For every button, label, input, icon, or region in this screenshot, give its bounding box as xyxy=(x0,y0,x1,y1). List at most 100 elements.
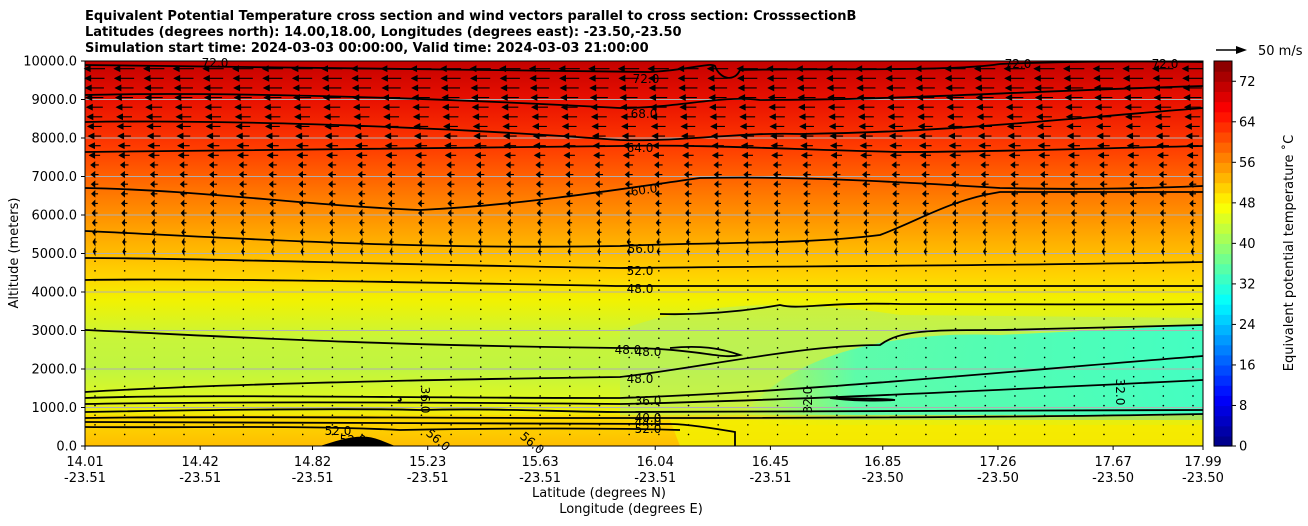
wind-vector xyxy=(183,337,185,340)
wind-vector xyxy=(569,308,571,311)
wind-vector xyxy=(709,113,726,121)
wind-vector xyxy=(658,279,660,282)
wind-vector xyxy=(357,180,366,188)
wind-vector xyxy=(565,170,574,179)
colorbar-tick-label: 64 xyxy=(1239,115,1256,130)
wind-vector xyxy=(389,246,394,257)
wind-vector xyxy=(509,385,512,388)
wind-vector xyxy=(707,74,728,82)
wind-vector xyxy=(1158,170,1167,179)
wind-vector xyxy=(655,218,662,227)
wind-vector xyxy=(862,170,871,179)
wind-vector xyxy=(1043,395,1046,397)
wind-vector xyxy=(1103,404,1105,407)
wind-vector xyxy=(361,279,363,282)
wind-vector xyxy=(479,424,482,426)
colorbar-level xyxy=(1214,334,1232,346)
wind-vector xyxy=(242,318,245,320)
wind-vector xyxy=(984,289,987,291)
wind-vector xyxy=(539,356,541,359)
wind-vector xyxy=(361,366,363,368)
wind-vector xyxy=(331,327,334,330)
wind-vector xyxy=(865,337,868,340)
wind-vector xyxy=(745,228,750,237)
wind-vector xyxy=(981,199,989,208)
wind-vector xyxy=(272,424,274,426)
wind-vector xyxy=(382,103,400,111)
wind-vector xyxy=(591,132,606,140)
chart-title-line-2: Latitudes (degrees north): 14.00,18.00, … xyxy=(85,25,682,40)
wind-vector xyxy=(180,209,187,218)
wind-vector xyxy=(1100,218,1107,227)
wind-vector xyxy=(1039,161,1049,169)
wind-vector xyxy=(948,132,962,140)
wind-vector xyxy=(1103,270,1105,272)
wind-vector xyxy=(921,189,929,198)
wind-vector xyxy=(596,218,602,227)
colorbar-level xyxy=(1214,385,1232,396)
wind-vector xyxy=(420,366,423,368)
x-tick-label-lat: 14.42 xyxy=(182,455,219,470)
wind-vector xyxy=(183,424,185,426)
chart-title-line-1: Equivalent Potential Temperature cross s… xyxy=(85,9,857,24)
wind-vector xyxy=(682,151,694,159)
wind-vector xyxy=(923,228,928,237)
wind-vector xyxy=(865,289,868,291)
y-tick-label: 0.0 xyxy=(56,440,77,455)
wind-vector xyxy=(628,356,630,359)
wind-vector xyxy=(658,270,660,272)
wind-vector xyxy=(1034,84,1054,92)
wind-vector xyxy=(183,327,185,330)
wind-vector xyxy=(564,161,574,169)
wind-vector xyxy=(980,170,989,179)
wind-vector xyxy=(183,347,185,349)
wind-vector xyxy=(359,228,365,237)
wind-vector xyxy=(1043,385,1046,388)
wind-vector xyxy=(954,395,957,397)
colorbar-level xyxy=(1214,253,1232,265)
wind-vector xyxy=(925,366,927,368)
contour-line-52 xyxy=(85,257,1203,269)
wind-vector xyxy=(94,327,96,330)
wind-vector xyxy=(596,209,603,218)
wind-vector xyxy=(1070,199,1078,208)
wind-vector xyxy=(1073,375,1076,378)
wind-vector xyxy=(743,180,752,188)
wind-vector xyxy=(687,366,690,368)
wind-vector xyxy=(1189,199,1196,208)
wind-vector xyxy=(922,199,929,208)
wind-vector xyxy=(448,228,454,237)
wind-vector xyxy=(1192,356,1194,359)
wind-vector xyxy=(153,318,156,320)
wind-vector xyxy=(266,142,279,150)
wind-vector xyxy=(776,395,779,397)
wind-vector xyxy=(153,404,156,407)
wind-vector xyxy=(144,94,163,102)
wind-vector xyxy=(944,65,966,73)
wind-vector xyxy=(776,260,779,263)
x-tick-label-lat: 14.01 xyxy=(66,455,103,470)
wind-vector xyxy=(598,414,601,417)
wind-vector xyxy=(717,404,719,407)
wind-vector xyxy=(589,84,609,92)
colorbar-tick-label: 56 xyxy=(1239,156,1256,171)
wind-vector xyxy=(711,142,724,150)
wind-vector xyxy=(863,228,869,237)
wind-vector xyxy=(420,298,423,301)
x-tick-label-lon: -23.51 xyxy=(634,471,676,486)
x-tick-label-lon: -23.51 xyxy=(64,471,106,486)
wind-vector xyxy=(1126,132,1140,140)
wind-vector xyxy=(269,218,276,227)
wind-vector xyxy=(301,385,304,388)
wind-vector xyxy=(977,132,992,140)
wind-vector xyxy=(829,132,844,140)
wind-vector xyxy=(204,103,222,111)
wind-vector xyxy=(301,375,304,378)
wind-vector xyxy=(862,189,870,198)
wind-vector xyxy=(502,132,517,140)
wind-vector xyxy=(981,209,988,218)
wind-vector xyxy=(739,113,756,121)
wind-vector xyxy=(747,366,749,368)
wind-vector xyxy=(298,189,306,198)
colorbar-tick-label: 24 xyxy=(1239,318,1256,333)
